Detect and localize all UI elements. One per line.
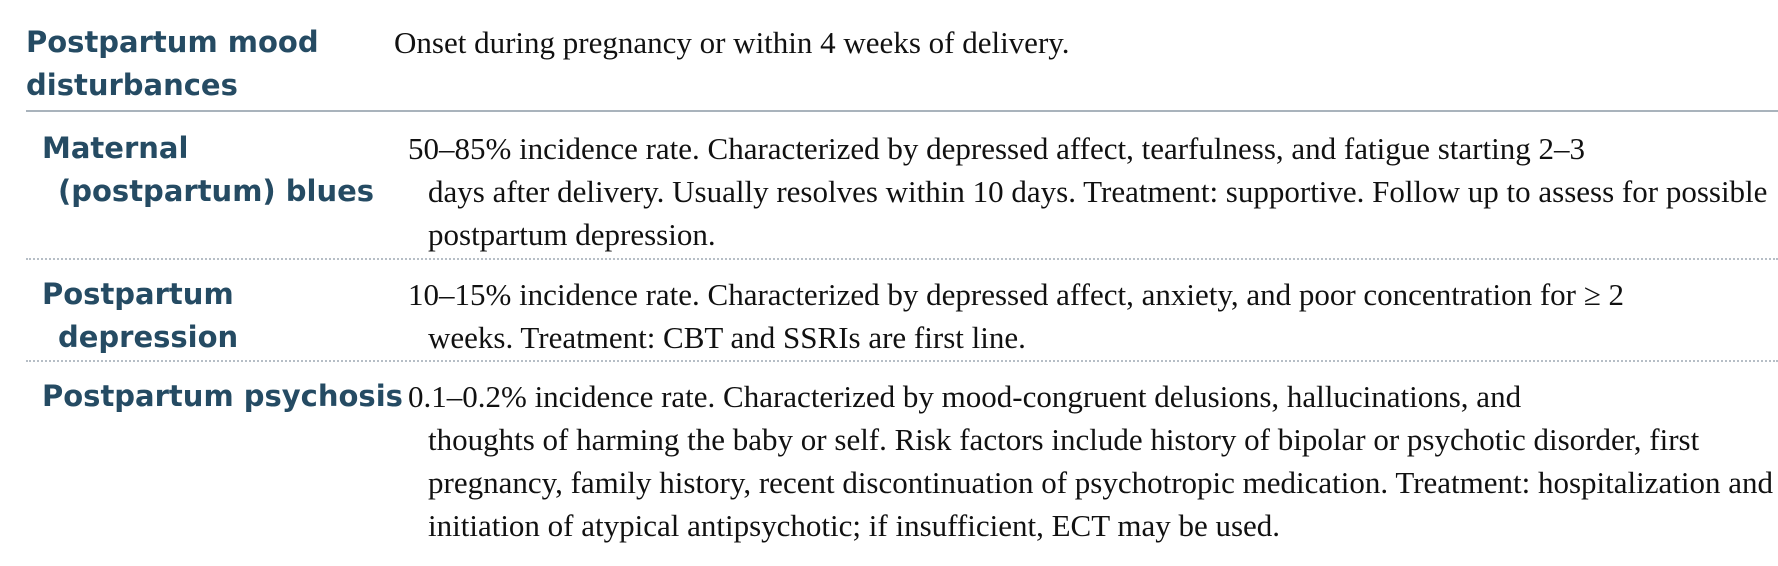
row-term: Postpartum depression bbox=[26, 260, 408, 360]
table-row-postpartum-psychosis: Postpartum psychosis 0.1–0.2% incidence … bbox=[26, 362, 1778, 544]
section-heading-line2: disturbances bbox=[26, 68, 238, 102]
row-description: 10–15% incidence rate. Characterized by … bbox=[408, 260, 1778, 360]
table-row-maternal-blues: Maternal (postpartum) blues 50–85% incid… bbox=[26, 112, 1778, 260]
section-heading: Postpartum mood disturbances bbox=[26, 12, 394, 110]
table-row-postpartum-depression: Postpartum depression 10–15% incidence r… bbox=[26, 260, 1778, 362]
postpartum-mood-table: Postpartum mood disturbances Onset durin… bbox=[26, 12, 1778, 544]
row-description-continuation: weeks. Treatment: CBT and SSRIs are firs… bbox=[428, 320, 1026, 355]
row-description-continuation: thoughts of harming the baby or self. Ri… bbox=[428, 422, 1774, 543]
row-description-continuation: days after delivery. Usually resolves wi… bbox=[428, 174, 1768, 252]
row-description: 0.1–0.2% incidence rate. Characterized b… bbox=[408, 362, 1778, 544]
row-term-line1: Postpartum psychosis bbox=[42, 379, 403, 413]
section-heading-line1: Postpartum mood bbox=[26, 25, 319, 59]
row-description-first-line: 10–15% incidence rate. Characterized by … bbox=[408, 277, 1625, 312]
row-description-first-line: 50–85% incidence rate. Characterized by … bbox=[408, 131, 1585, 166]
row-term: Maternal (postpartum) blues bbox=[26, 112, 408, 258]
row-term-line1: Maternal bbox=[42, 131, 189, 165]
table-header-row: Postpartum mood disturbances Onset durin… bbox=[26, 12, 1778, 112]
section-description: Onset during pregnancy or within 4 weeks… bbox=[394, 25, 1070, 60]
row-description-first-line: 0.1–0.2% incidence rate. Characterized b… bbox=[408, 379, 1522, 414]
row-term-line2: depression bbox=[58, 320, 239, 354]
row-term-line2: (postpartum) blues bbox=[58, 174, 375, 208]
row-description: 50–85% incidence rate. Characterized by … bbox=[408, 112, 1778, 258]
row-term-line1: Postpartum bbox=[42, 277, 234, 311]
row-term: Postpartum psychosis bbox=[26, 362, 408, 544]
